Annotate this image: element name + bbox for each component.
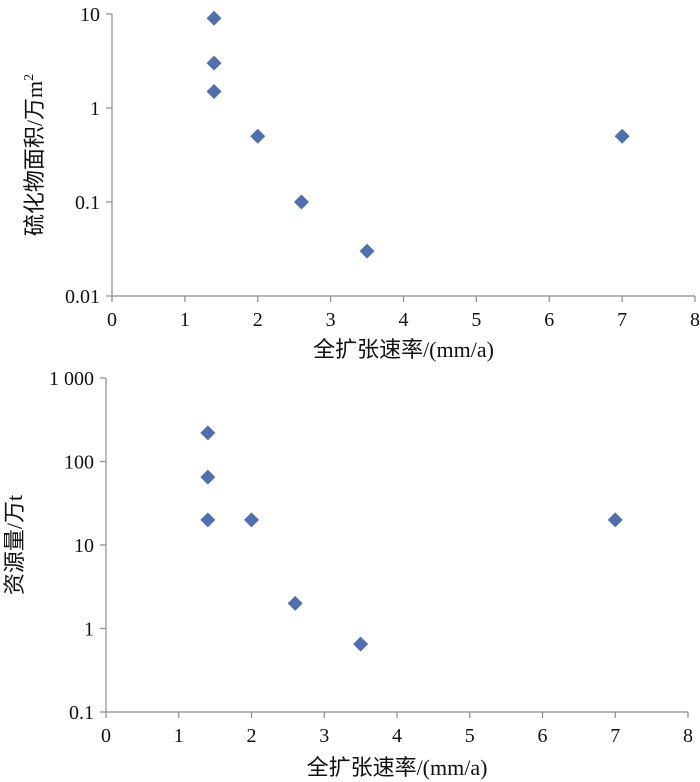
chart-resource-amount: 0 1 2 3 4 5 6 7 8 0.1 1 10 100 1 000 全扩张速率/(mm/a) 资源量/万… — [2, 368, 693, 780]
x-tick-label: 3 — [319, 725, 329, 747]
x-tick-label: 8 — [683, 725, 693, 747]
x-tick-label: 5 — [465, 725, 475, 747]
x-tick-label: 0 — [107, 309, 117, 331]
y-axis-label-superscript: 2 — [22, 74, 37, 81]
y-tick-label: 100 — [64, 452, 94, 474]
x-tick-label: 6 — [538, 725, 548, 747]
data-point — [614, 128, 630, 144]
y-tick-label: 0.1 — [69, 702, 94, 724]
y-axis-label: 硫化物面积/万m2 — [22, 74, 47, 236]
x-tick-label: 5 — [471, 309, 481, 331]
y-axis-label: 资源量/万t — [2, 495, 27, 595]
y-tick-label: 1 000 — [49, 368, 94, 390]
data-point — [250, 128, 266, 144]
x-tick-label: 6 — [544, 309, 554, 331]
data-point — [353, 636, 369, 652]
data-point — [359, 243, 375, 259]
x-tick-label: 1 — [180, 309, 190, 331]
chart-sulfide-area: 0 1 2 3 4 5 6 7 8 0.01 0.1 1 10 全扩张速率/(mm/a) 硫化物面积/万m2 — [22, 4, 700, 362]
x-axis-label: 全扩张速率/(mm/a) — [313, 337, 494, 362]
x-tick-label: 7 — [610, 725, 620, 747]
x-tick-label: 8 — [690, 309, 700, 331]
data-point — [293, 194, 309, 210]
data-point — [244, 512, 259, 528]
x-tick-label: 4 — [392, 725, 402, 747]
data-point — [200, 469, 216, 485]
data-point — [206, 83, 222, 99]
y-tick-label: 10 — [74, 535, 94, 557]
data-point — [287, 595, 303, 611]
y-tick-label: 10 — [80, 4, 100, 26]
x-tick-label: 1 — [174, 725, 184, 747]
y-tick-label: 0.1 — [75, 192, 100, 214]
x-tick-label: 7 — [617, 309, 627, 331]
data-point — [607, 512, 623, 528]
x-tick-label: 2 — [253, 309, 263, 331]
y-tick-label: 1 — [90, 98, 100, 120]
data-point — [206, 10, 222, 26]
x-axis-label: 全扩张速率/(mm/a) — [307, 755, 488, 780]
data-point — [200, 512, 216, 528]
y-tick-label: 1 — [84, 619, 94, 641]
x-tick-label: 0 — [101, 725, 111, 747]
data-point — [206, 55, 222, 71]
data-point — [200, 425, 216, 441]
x-tick-label: 2 — [247, 725, 257, 747]
y-tick-label: 0.01 — [65, 286, 100, 308]
x-tick-label: 4 — [399, 309, 409, 331]
x-tick-label: 3 — [326, 309, 336, 331]
